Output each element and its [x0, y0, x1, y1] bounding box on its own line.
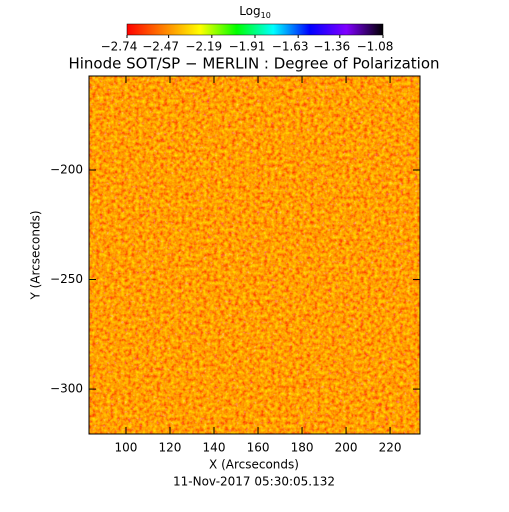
chart-title: Hinode SOT/SP − MERLIN : Degree of Polar…	[68, 55, 439, 73]
x-tick-label: 140	[203, 441, 226, 455]
x-tick-label: 100	[115, 441, 138, 455]
colorbar-tick-label: −1.91	[229, 40, 266, 54]
heatmap	[89, 76, 420, 434]
colorbar-tick-label: −2.47	[142, 40, 179, 54]
date-label: 11-Nov-2017 05:30:05.132	[173, 475, 335, 489]
colorbar-label-subscript: 10	[261, 11, 271, 20]
x-tick-label: 200	[335, 441, 358, 455]
x-tick-label: 180	[291, 441, 314, 455]
colorbar-tick-label: −1.36	[313, 40, 350, 54]
y-tick-label: −300	[50, 382, 83, 396]
y-tick-label: −250	[50, 272, 83, 286]
x-tick-label: 160	[247, 441, 270, 455]
colorbar-label: Log10	[239, 4, 271, 20]
colorbar-tick-label: −2.19	[185, 40, 222, 54]
plot-frame	[88, 75, 421, 435]
colorbar-tick-label: −1.63	[272, 40, 309, 54]
colorbar-label-text: Log	[239, 4, 260, 18]
x-axis-label: X (Arcseconds)	[209, 458, 299, 472]
x-tick-label: 220	[379, 441, 402, 455]
x-tick-label: 120	[159, 441, 182, 455]
colorbar	[126, 23, 384, 36]
colorbar-tick-label: −2.74	[101, 40, 138, 54]
y-tick-label: −200	[50, 162, 83, 176]
colorbar-tick-label: −1.08	[357, 40, 394, 54]
y-axis-label: Y (Arcseconds)	[29, 210, 43, 300]
